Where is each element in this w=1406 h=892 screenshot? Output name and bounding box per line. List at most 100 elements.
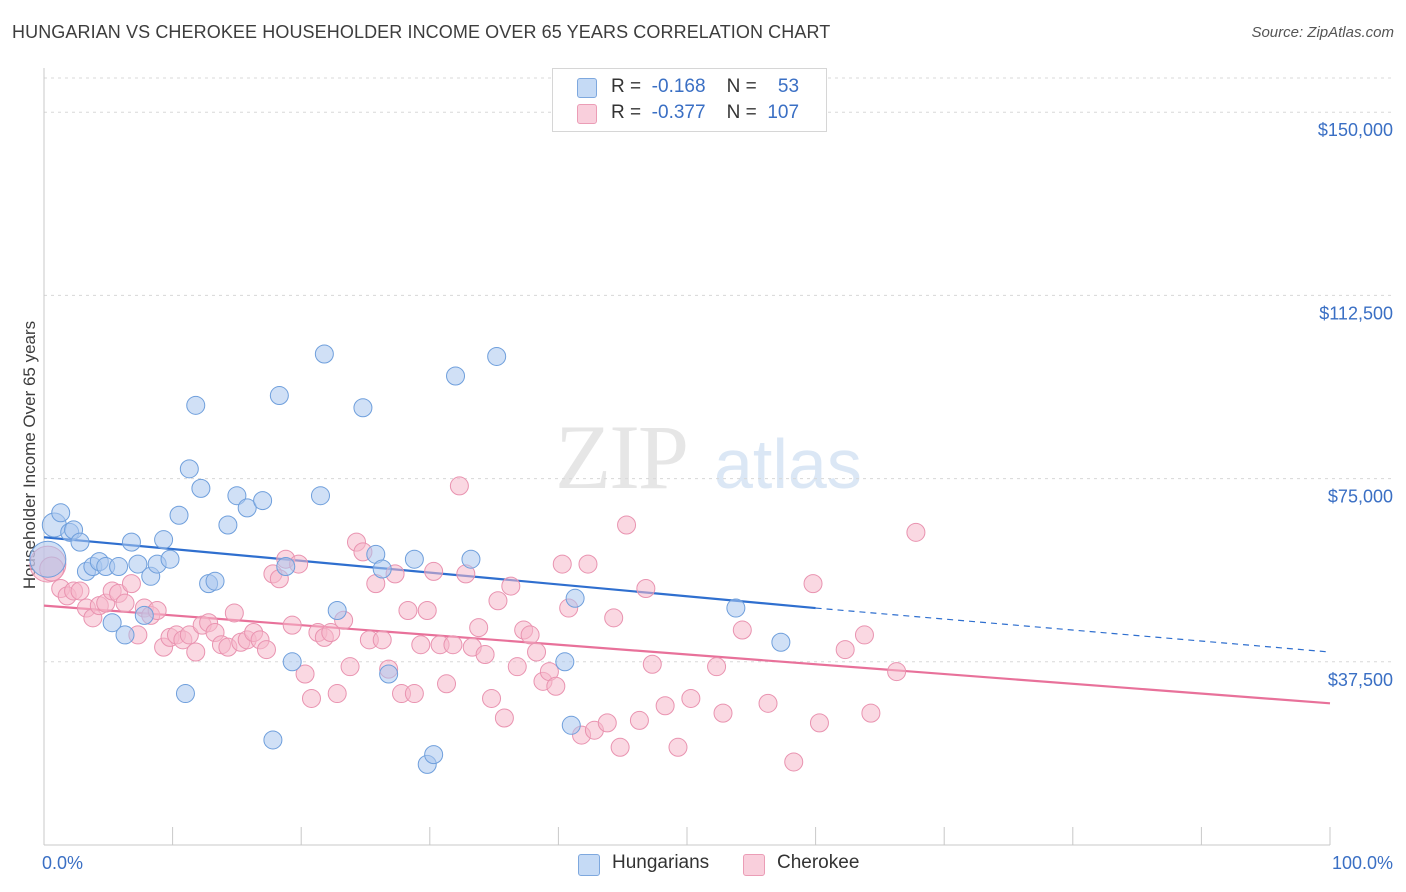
hungarians-point: [179, 459, 199, 479]
hungarians-point: [561, 715, 581, 735]
cherokee-point: [552, 554, 572, 574]
cherokee-point: [482, 688, 502, 708]
legend-r-value: -0.377: [651, 102, 706, 123]
hungarians-point: [353, 398, 373, 418]
watermark: ZIP atlas: [555, 406, 862, 508]
cherokee-point: [520, 625, 540, 645]
legend-swatch-hungarians: [577, 78, 597, 98]
hungarians-point: [227, 486, 247, 506]
hungarians-point: [282, 652, 302, 672]
cherokee-point: [758, 693, 778, 713]
cherokee-point: [115, 593, 135, 613]
hungarians-point: [186, 395, 206, 415]
cherokee-point: [861, 703, 881, 723]
y-tick-label: $37,500: [1328, 670, 1393, 690]
cherokee-point: [636, 579, 656, 599]
cherokee-point: [449, 476, 469, 496]
hungarians-point: [102, 613, 122, 633]
hungarians-point: [404, 549, 424, 569]
hungarians-point: [771, 632, 791, 652]
cherokee-point: [681, 688, 701, 708]
cherokee-point: [469, 618, 489, 638]
cherokee-point: [301, 688, 321, 708]
cherokee-point: [854, 625, 874, 645]
cherokee-point: [887, 662, 907, 682]
legend-n-label: N =: [726, 102, 757, 123]
source-label: Source: ZipAtlas.com: [1251, 24, 1394, 41]
cherokee-point: [784, 752, 804, 772]
cherokee-point: [578, 554, 598, 574]
cherokee-point: [424, 561, 444, 581]
cherokee-point: [597, 713, 617, 733]
hungarians-point: [276, 557, 296, 577]
hungarians-trend-extension: [815, 607, 1331, 653]
y-tick-label: $112,500: [1319, 303, 1393, 323]
cherokee-point: [604, 608, 624, 628]
hungarians-point: [109, 557, 129, 577]
cherokee-point: [617, 515, 637, 535]
hungarians-point: [461, 549, 481, 569]
hungarians-point: [269, 386, 289, 406]
cherokee-point: [417, 601, 437, 621]
cherokee-point: [282, 615, 302, 635]
cherokee-point: [224, 603, 244, 623]
hungarians-point: [175, 684, 195, 704]
cherokee-point: [398, 601, 418, 621]
cherokee-trend-line: [43, 604, 1331, 705]
hungarians-point: [218, 515, 238, 535]
cherokee-point: [732, 620, 752, 640]
legend-r-value: -0.168: [651, 76, 706, 97]
axes: [43, 68, 1331, 846]
hungarians-point: [191, 478, 211, 498]
cherokee-point: [179, 625, 199, 645]
cherokee-point: [321, 622, 341, 642]
hungarians-point: [565, 588, 585, 608]
legend-n-value: 53: [777, 76, 800, 97]
hungarians-point: [372, 559, 392, 579]
hungarians-point: [310, 486, 330, 506]
legend-swatch-cherokee: [743, 854, 765, 876]
hungarians-point: [154, 530, 174, 550]
legend-label-cherokee: Cherokee: [777, 852, 860, 873]
hungarians-point: [555, 652, 575, 672]
y-tick-label: $150,000: [1318, 120, 1393, 140]
legend-r-label: R =: [611, 76, 642, 97]
hungarians-point: [160, 549, 180, 569]
cherokee-point: [642, 654, 662, 674]
cherokee-point: [475, 644, 495, 664]
hungarians-point: [115, 625, 135, 645]
cherokee-point: [713, 703, 733, 723]
cherokee-point: [629, 710, 649, 730]
hungarians-point: [314, 344, 334, 364]
legend-swatch-hungarians: [578, 854, 600, 876]
watermark-atlas: atlas: [714, 425, 862, 503]
hungarians-point: [51, 503, 71, 523]
legend-n-value: 107: [767, 102, 800, 123]
hungarians-point: [29, 540, 67, 578]
cherokee-point: [527, 642, 547, 662]
cherokee-point: [256, 640, 276, 660]
hungarians-point: [205, 571, 225, 591]
hungarians-point: [70, 532, 90, 552]
cherokee-point: [121, 574, 141, 594]
cherokee-point: [906, 522, 926, 542]
cherokee-point: [70, 581, 90, 601]
data-points: [29, 344, 926, 774]
tick-labels: $37,500 $75,000 $112,500 $150,000 0.0% 100.0%: [42, 120, 1393, 873]
legend-label-hungarians: Hungarians: [612, 852, 710, 873]
cherokee-point: [411, 635, 431, 655]
hungarians-point: [446, 366, 466, 386]
y-tick-label: $75,000: [1328, 487, 1393, 507]
chart-title: HUNGARIAN VS CHEROKEE HOUSEHOLDER INCOME…: [12, 22, 831, 42]
cherokee-point: [186, 642, 206, 662]
watermark-zip: ZIP: [555, 406, 687, 508]
cherokee-point: [803, 574, 823, 594]
hungarians-point: [487, 346, 507, 366]
cherokee-point: [404, 684, 424, 704]
hungarians-point: [253, 491, 273, 511]
hungarians-point: [424, 745, 444, 765]
cherokee-point: [327, 684, 347, 704]
hungarians-point: [121, 532, 141, 552]
x-tick-label: 0.0%: [42, 853, 83, 873]
